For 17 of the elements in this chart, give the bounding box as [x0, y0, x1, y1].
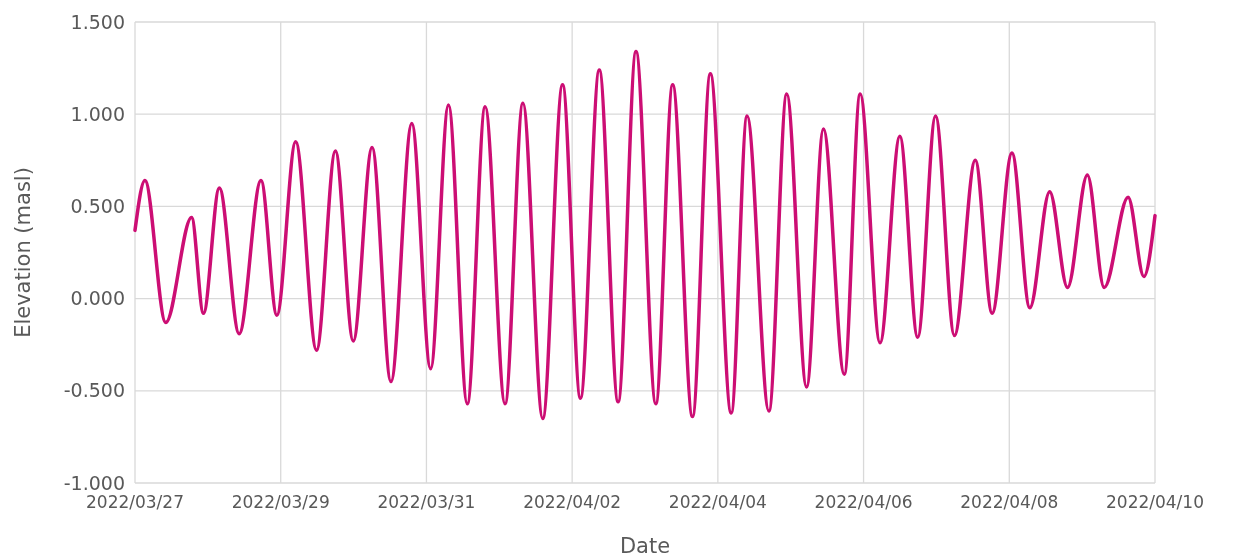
x-tick-label: 2022/04/10	[1106, 492, 1204, 512]
y-tick-label: 1.000	[70, 102, 125, 125]
x-tick-label: 2022/04/08	[960, 492, 1059, 512]
y-axis-title: Elevation (masl)	[11, 167, 35, 338]
x-axis-title: Date	[619, 534, 671, 557]
y-tick-label: -1.000	[63, 471, 125, 494]
y-tick-label: 0.500	[70, 195, 125, 218]
y-tick-label: 1.500	[70, 10, 125, 33]
x-tick-label: 2022/04/06	[814, 492, 913, 512]
x-tick-label: 2022/03/27	[86, 492, 184, 512]
x-tick-label: 2022/04/02	[523, 492, 622, 512]
y-tick-label: 0.000	[70, 287, 125, 310]
x-tick-label: 2022/03/31	[377, 492, 476, 512]
line-series	[133, 49, 1157, 421]
y-tick-label: -0.500	[63, 379, 125, 402]
x-tick-label: 2022/03/29	[231, 492, 330, 512]
x-tick-label: 2022/04/04	[668, 492, 767, 512]
